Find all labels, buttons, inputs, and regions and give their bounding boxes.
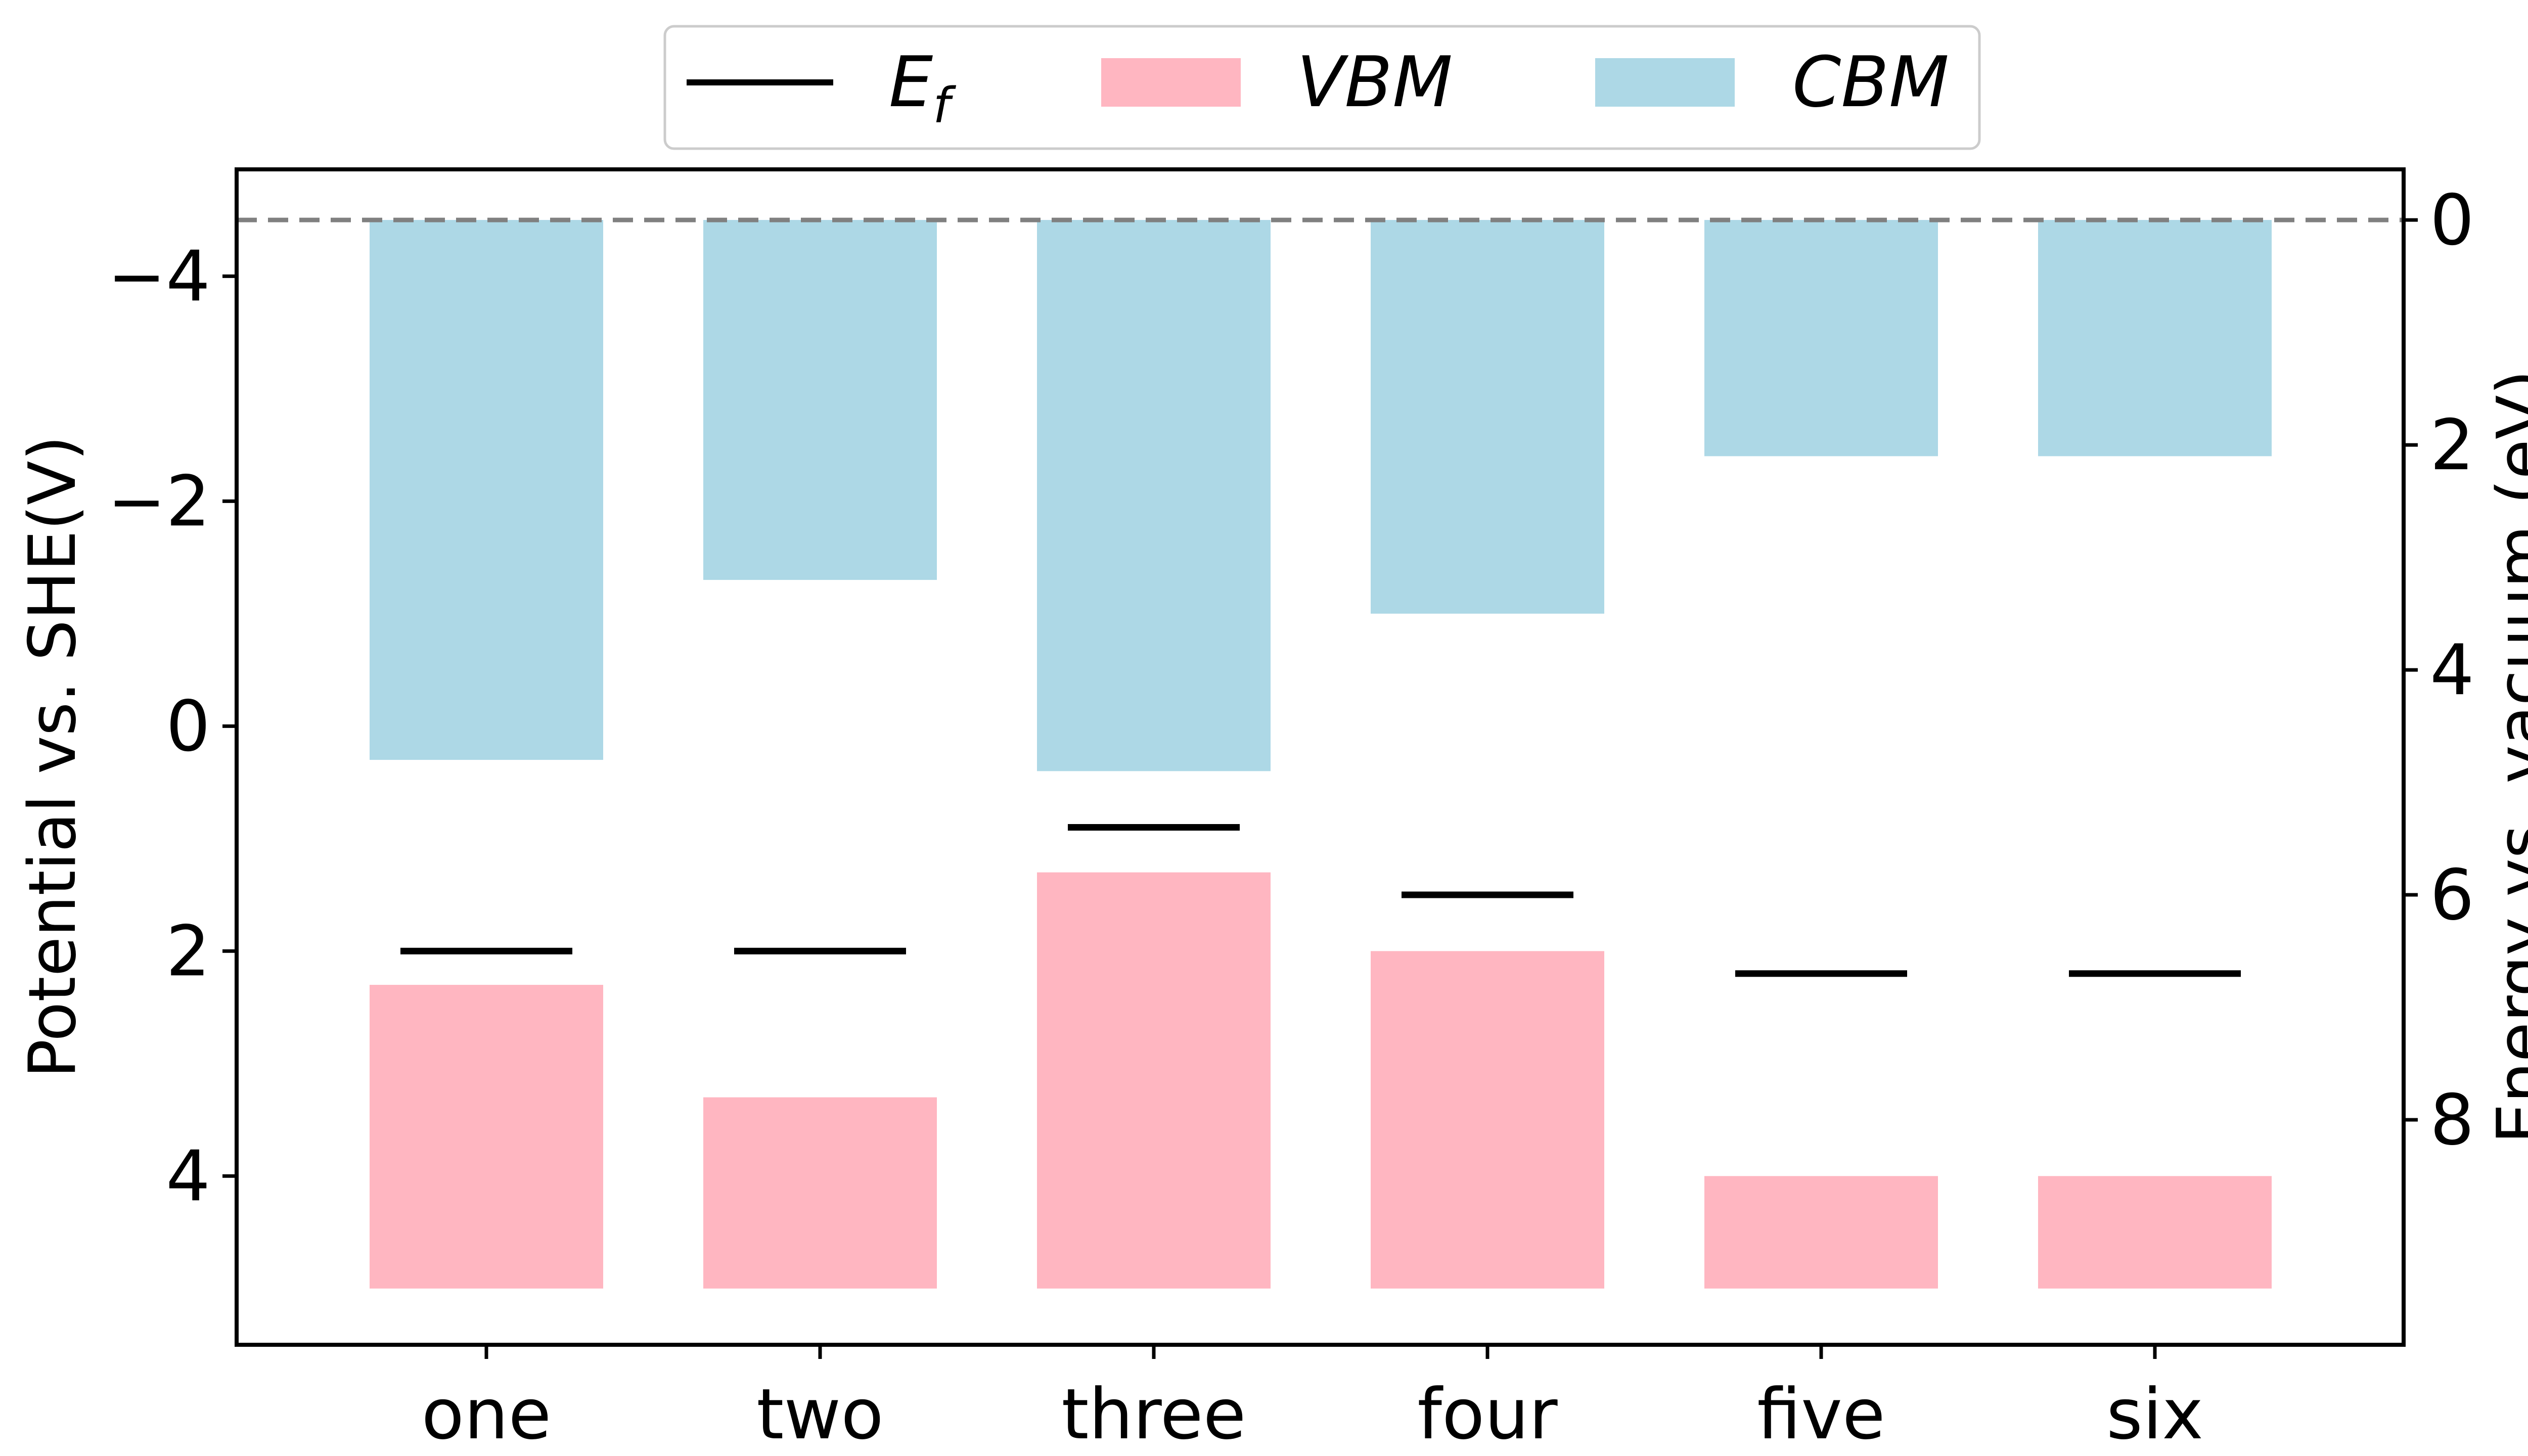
legend: Ef VBM CBM [663,25,1981,150]
x-tick-label-five: five [1757,1374,1885,1455]
legend-cbm-label: CBM [1792,41,1949,123]
y-tick-label-right: 4 [2430,629,2474,711]
y-tick-label-right: 8 [2430,1079,2474,1161]
y-axis-title-left: Potential vs. SHE(V) [15,435,91,1078]
cbm-bar-five [1704,220,1938,457]
x-tick-label-three: three [1061,1374,1246,1455]
x-axis: one two three four five six [422,1345,2203,1455]
cbm-bar-two [703,220,937,580]
y-tick-label-left: 0 [166,686,210,767]
legend-ef-letter: E [889,41,933,123]
vbm-bar-six [2038,1176,2272,1289]
cbm-bar-three [1037,220,1271,771]
y-tick-label-left: 2 [166,911,210,992]
legend-frame [663,25,1981,150]
y-tick-label-right: 2 [2430,404,2474,486]
cbm-bar-six [2038,220,2272,457]
x-tick-label-two: two [756,1374,883,1455]
x-tick-label-four: four [1417,1374,1557,1455]
cbm-bar-one [370,220,603,760]
y-axis-title-right: Energy vs. vacuum (eV) [2484,370,2528,1144]
y-tick-label-left: −2 [108,461,210,542]
y-tick-label-left: −4 [108,236,210,317]
vbm-bar-four [1371,951,1604,1289]
vbm-bar-two [703,1097,937,1289]
plot-frame [235,167,2406,1347]
y-tick-label-right: 6 [2430,854,2474,936]
y-axis-right: 0 2 4 6 8 [2404,179,2474,1161]
y-tick-label-right: 0 [2430,179,2474,261]
vbm-bar-five [1704,1176,1938,1289]
vbm-bar-one [370,985,603,1289]
y-tick-label-left: 4 [166,1135,210,1217]
legend-cbm-swatch [1595,58,1735,107]
legend-vbm-swatch [1101,58,1241,107]
bars-layer [370,220,2272,1289]
cbm-bar-four [1371,220,1604,614]
fermi-level-layer [400,824,2241,977]
x-tick-label-six: six [2106,1374,2203,1455]
x-tick-label-one: one [422,1374,552,1455]
y-axis-left: −4 −2 0 2 4 [108,236,237,1217]
vbm-bar-three [1037,872,1271,1289]
legend-vbm-label: VBM [1297,41,1453,123]
